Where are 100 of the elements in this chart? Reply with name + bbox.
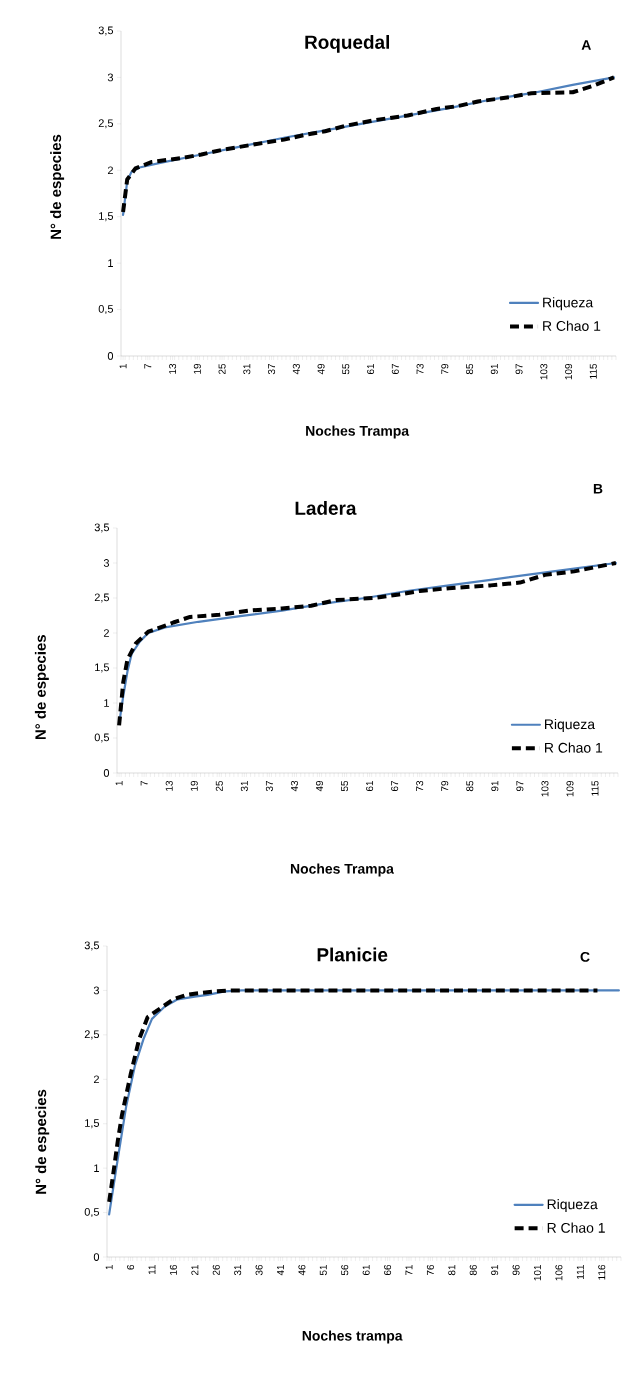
x-tick-label: 37 — [265, 780, 273, 792]
y-tick-label: 2,5 — [98, 119, 114, 129]
x-tick-label: 41 — [277, 1264, 284, 1276]
x-tick-label: 31 — [234, 1264, 242, 1276]
x-tick-label: 26 — [212, 1264, 220, 1276]
y-tick-label: 2 — [93, 1075, 99, 1084]
x-tick-label: 19 — [193, 363, 201, 374]
x-tick-label: 31 — [240, 780, 248, 792]
x-tick-label: 76 — [426, 1264, 434, 1276]
y-tick-label: 1 — [108, 259, 113, 267]
x-tick-label: 85 — [466, 780, 474, 792]
x-tick-label: 66 — [384, 1264, 392, 1276]
y-tick-label: 0 — [93, 1253, 100, 1261]
y-tick-label: 1 — [94, 1164, 99, 1172]
y-tick-label: 3 — [93, 986, 100, 995]
y-axis-title: N° de especies — [35, 1089, 50, 1194]
y-tick-label: 0,5 — [84, 1208, 100, 1218]
x-tick-label: 79 — [441, 780, 449, 792]
x-tick-label: 25 — [218, 363, 226, 375]
x-tick-label: 37 — [268, 363, 276, 375]
x-tick-label: 7 — [140, 780, 148, 786]
y-tick-label: 3,5 — [98, 26, 114, 36]
y-tick-label: 1,5 — [85, 1119, 100, 1129]
x-tick-label: 56 — [341, 1264, 349, 1276]
x-tick-label: 31 — [243, 363, 251, 375]
y-tick-label: 3 — [107, 73, 114, 82]
x-tick-label: 116 — [598, 1264, 606, 1280]
chart-title: Planicie — [317, 947, 388, 962]
y-tick-label: 2,5 — [84, 1030, 100, 1040]
x-tick-label: 49 — [317, 363, 325, 375]
x-tick-label: 97 — [516, 780, 524, 792]
y-tick-label: 0 — [107, 352, 114, 360]
x-tick-label: 109 — [565, 363, 573, 380]
x-tick-label: 21 — [191, 1264, 199, 1276]
x-tick-label: 61 — [366, 780, 374, 792]
x-tick-label: 97 — [515, 363, 523, 375]
y-tick-label: 0,5 — [94, 733, 110, 743]
x-tick-label: 25 — [215, 780, 223, 792]
x-tick-label: 103 — [541, 780, 549, 797]
x-tick-label: 55 — [341, 780, 349, 792]
x-tick-label: 115 — [591, 780, 599, 796]
y-tick-label: 3 — [103, 559, 110, 567]
x-tick-label: 36 — [255, 1264, 263, 1276]
x-tick-label: 16 — [169, 1264, 177, 1275]
y-tick-label: 0,5 — [98, 305, 114, 315]
x-tick-label: 86 — [469, 1264, 477, 1276]
x-tick-label: 61 — [362, 1264, 370, 1276]
x-tick-label: 115 — [589, 363, 597, 379]
x-tick-label: 73 — [416, 780, 424, 792]
x-tick-label: 106 — [555, 1264, 563, 1281]
text: B — [593, 483, 603, 494]
y-tick-label: 1,5 — [99, 212, 114, 222]
annotation: C — [580, 951, 590, 962]
x-tick-label: 79 — [441, 363, 449, 375]
y-tick-label: 3,5 — [94, 523, 110, 533]
x-tick-label: 1 — [115, 780, 123, 786]
x-axis-title: Noches Trampa — [306, 425, 410, 439]
chart-title: Ladera — [295, 501, 357, 515]
x-tick-label: 85 — [466, 363, 474, 375]
y-tick-label: 2 — [107, 166, 113, 175]
legend-label: Riqueza — [545, 718, 596, 732]
y-tick-label: 1 — [104, 699, 109, 707]
x-tick-label: 13 — [165, 780, 173, 791]
x-tick-label: 103 — [540, 363, 548, 380]
x-tick-label: 43 — [290, 780, 298, 792]
legend-label: Riqueza — [543, 297, 594, 311]
x-tick-label: 13 — [169, 363, 177, 374]
x-tick-label: 43 — [292, 363, 300, 375]
y-tick-label: 2 — [103, 629, 109, 637]
x-tick-label: 96 — [512, 1264, 520, 1276]
y-tick-label: 3,5 — [84, 941, 100, 951]
legend-label: R Chao 1 — [545, 742, 603, 753]
x-axis-title: Noches Trampa — [290, 863, 394, 877]
x-tick-label: 1 — [119, 363, 127, 369]
x-tick-label: 67 — [391, 780, 399, 792]
x-axis-title: Noches trampa — [302, 1330, 403, 1344]
legend-label: Riqueza — [547, 1198, 598, 1212]
legend-label: R Chao 1 — [547, 1222, 605, 1233]
x-tick-label: 55 — [342, 363, 350, 375]
x-tick-label: 91 — [490, 363, 498, 375]
y-axis-title: N° de especies — [50, 134, 65, 239]
x-tick-label: 61 — [367, 363, 375, 375]
y-tick-label: 1,5 — [95, 663, 110, 673]
x-tick-label: 51 — [319, 1264, 327, 1276]
y-tick-label: 2,5 — [94, 593, 110, 603]
chart-title: Roquedal — [305, 35, 389, 53]
x-tick-label: 109 — [566, 780, 574, 797]
x-tick-label: 49 — [315, 780, 324, 792]
y-tick-label: 0 — [103, 769, 110, 777]
x-tick-label: 73 — [416, 363, 424, 375]
x-tick-label: 91 — [491, 1264, 499, 1276]
legend-label: R Chao 1 — [543, 320, 601, 331]
x-tick-label: 11 — [148, 1264, 156, 1275]
x-tick-label: 91 — [491, 780, 499, 792]
x-tick-label: 19 — [190, 780, 198, 791]
annotation: A — [581, 40, 591, 50]
x-tick-label: 111 — [576, 1264, 584, 1279]
y-axis-title: N° de especies — [34, 635, 49, 740]
x-tick-label: 81 — [448, 1264, 456, 1276]
x-tick-label: 6 — [127, 1264, 135, 1270]
